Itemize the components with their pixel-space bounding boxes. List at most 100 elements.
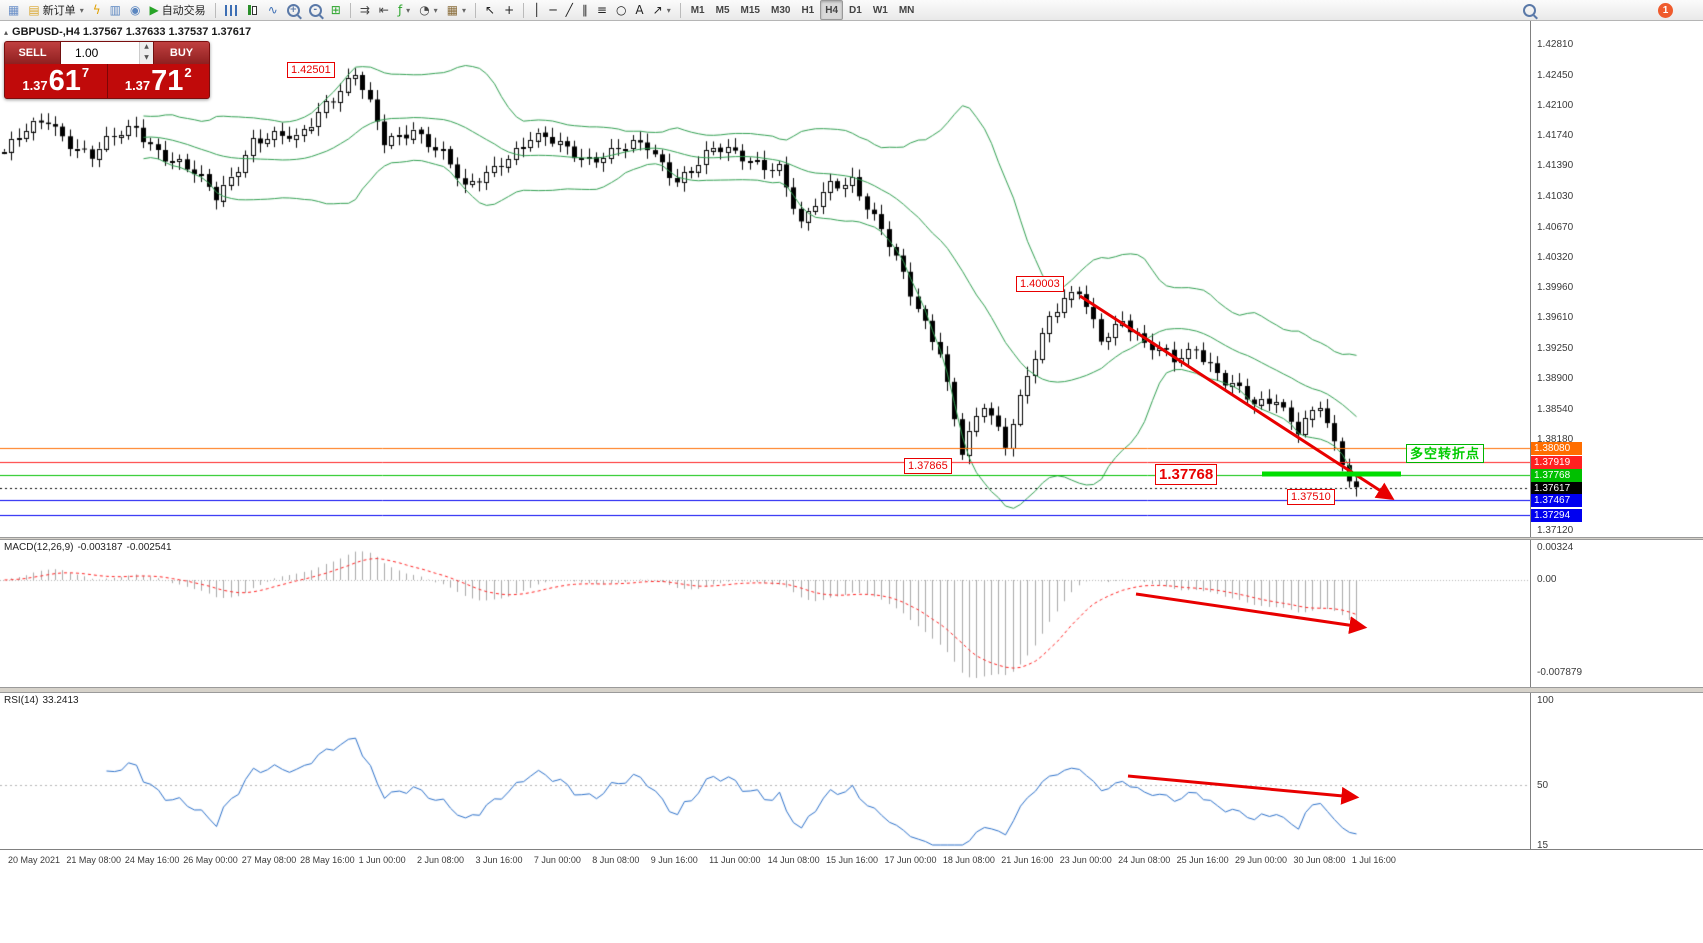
channel-button[interactable]: ∥: [578, 0, 592, 20]
auto-scroll-icon: ⇉: [359, 3, 370, 17]
timeframe-m5-button[interactable]: M5: [715, 4, 730, 16]
macd-title: MACD(12,26,9) -0.003187 -0.002541: [4, 542, 172, 553]
dropdown-arrow-icon: ▾: [462, 5, 467, 15]
zoom-out-button[interactable]: -: [305, 0, 326, 20]
auto-trading-button-label: 自动交易: [161, 5, 206, 17]
price-label-peak[interactable]: 1.42501: [287, 62, 335, 78]
zoom-in-button[interactable]: +: [283, 0, 304, 20]
candlestick-icon: [246, 4, 259, 16]
price-axis-label: 1.38540: [1537, 403, 1574, 415]
shapes-button[interactable]: ○: [612, 0, 630, 20]
rsi-axis-label: 100: [1537, 695, 1554, 706]
toolbar: ▦ ▤ 新订单 ▾ ϟ ▥ ◉ ▶ 自动交易 ∿ + - ⊞ ⇉ ⇤ ƒ ▾ ◔ ▾ ▦ ▾ ↖ + │ ─ ╱ ∥ ≡ ○ A ↗ ▾ M1 M…: [0, 0, 1703, 21]
price-axis-label: 1.40320: [1537, 251, 1574, 263]
sell-button[interactable]: SELL: [5, 42, 61, 64]
price-axis-label: 1.40670: [1537, 221, 1574, 233]
new-order-icon: ▤: [28, 3, 40, 17]
dropdown-arrow-icon: ▾: [79, 5, 84, 15]
price-label-break[interactable]: 1.37510: [1287, 489, 1335, 505]
new-order-button[interactable]: ▤ 新订单 ▾: [24, 0, 87, 20]
time-axis-label: 26 May 00:00: [183, 855, 238, 865]
price-axis-label: 1.42450: [1537, 69, 1574, 81]
search-icon: [1523, 3, 1536, 17]
timeframe-m1-button[interactable]: M1: [690, 4, 705, 16]
text-button[interactable]: A: [631, 0, 647, 20]
time-axis-label: 20 May 2021: [8, 855, 61, 865]
time-axis-label: 27 May 08:00: [241, 855, 297, 865]
terminal-icon-icon: ▦: [8, 3, 20, 17]
time-axis-label: 23 Jun 00:00: [1059, 855, 1112, 865]
market-watch-icon[interactable]: ▥: [106, 0, 125, 20]
timeframe-h4-button[interactable]: H4: [820, 0, 844, 20]
price-tag: 1.38080: [1531, 442, 1582, 455]
fibonacci-button[interactable]: ≡: [593, 0, 611, 20]
trendline-button[interactable]: ╱: [562, 0, 577, 20]
rsi-title: RSI(14) 33.2413: [4, 695, 79, 706]
price-axis-label: 1.41740: [1537, 130, 1574, 142]
volume-down-button[interactable]: ▼: [140, 53, 153, 64]
horizontal-line-button[interactable]: ─: [545, 0, 560, 20]
timeframe-m30-button[interactable]: M30: [770, 4, 791, 16]
candlestick-mode-button[interactable]: [242, 0, 263, 20]
indicators-icon: ƒ: [397, 3, 403, 17]
buy-button[interactable]: BUY: [153, 42, 209, 64]
line-chart-mode-icon: ∿: [267, 3, 278, 17]
panel-splitter[interactable]: [0, 687, 1703, 693]
auto-trading-button[interactable]: ▶ 自动交易: [145, 0, 209, 20]
toolbar-right-group: 1: [1519, 0, 1699, 20]
line-chart-mode-button[interactable]: ∿: [264, 0, 282, 20]
timeframe-mn-button[interactable]: MN: [898, 4, 915, 16]
timeframe-m15-button[interactable]: M15: [740, 4, 760, 16]
sell-price: 1.37 61 7: [22, 65, 90, 97]
timeframe-w1-button[interactable]: W1: [872, 4, 888, 16]
market-watch-icon-icon: ▥: [109, 3, 121, 17]
zoom-out-icon: -: [308, 3, 322, 17]
time-axis[interactable]: 20 May 2021 21 May 08:00 24 May 16:00 26 Ma…: [0, 849, 1703, 873]
rsi-panel: RSI(14) 33.2413: [0, 693, 1530, 849]
terminal-icon[interactable]: ▦: [4, 0, 23, 20]
timeframe-h1-button[interactable]: H1: [801, 4, 815, 16]
bar-chart-mode-button[interactable]: [221, 0, 241, 20]
timeframe-d1-button[interactable]: D1: [849, 4, 862, 16]
vertical-line-button[interactable]: │: [529, 0, 544, 20]
price-axis-label: 1.39610: [1537, 312, 1574, 324]
time-axis-label: 11 Jun 00:00: [709, 855, 761, 865]
cursor-icon: ↖: [485, 3, 496, 17]
collapse-panel-icon[interactable]: ▴: [4, 27, 9, 37]
periods-button[interactable]: ◔ ▾: [415, 0, 442, 20]
data-window-icon[interactable]: ◉: [126, 0, 144, 20]
price-label-support[interactable]: 1.37768: [1155, 464, 1218, 485]
volume-up-button[interactable]: ▲: [140, 42, 153, 53]
price-label-high[interactable]: 1.40003: [1016, 276, 1064, 292]
time-axis-label: 18 Jun 08:00: [942, 855, 995, 865]
indicators-button[interactable]: ƒ ▾: [394, 0, 414, 20]
templates-button[interactable]: ▦ ▾: [443, 0, 470, 20]
price-label-low[interactable]: 1.37865: [904, 458, 952, 474]
volume-input[interactable]: [61, 46, 139, 60]
tile-windows-button[interactable]: ⊞: [327, 0, 345, 20]
price-axis-label: 1.41390: [1537, 160, 1574, 172]
quick-deal-icon[interactable]: ϟ: [89, 0, 105, 20]
price-axis[interactable]: 1.42810 1.42450 1.42100 1.41740 1.41390 1.410…: [1530, 21, 1703, 872]
chart-shift-button[interactable]: ⇤: [375, 0, 393, 20]
main-chart-canvas[interactable]: [0, 21, 1530, 537]
cursor-button[interactable]: ↖: [481, 0, 499, 20]
search-button[interactable]: [1519, 0, 1540, 20]
turning-point-label[interactable]: 多空转折点: [1406, 444, 1485, 463]
rsi-canvas[interactable]: [0, 693, 1530, 849]
zoom-in-icon: +: [286, 3, 300, 17]
rsi-axis-label: 50: [1537, 780, 1549, 791]
time-axis-label: 2 Jun 08:00: [417, 855, 465, 865]
price-tag: 1.37617: [1531, 481, 1582, 495]
notification-badge[interactable]: 1: [1658, 2, 1673, 18]
macd-canvas[interactable]: [0, 540, 1530, 687]
crosshair-button[interactable]: +: [500, 0, 518, 20]
macd-axis-label: -0.007879: [1537, 667, 1583, 678]
price-tag: 1.37294: [1531, 509, 1582, 523]
quick-deal-icon-icon: ϟ: [92, 3, 101, 17]
panel-splitter[interactable]: [0, 537, 1703, 540]
arrows-button[interactable]: ↗ ▾: [649, 0, 675, 20]
auto-scroll-button[interactable]: ⇉: [356, 0, 374, 20]
trendline-icon: ╱: [565, 3, 573, 17]
